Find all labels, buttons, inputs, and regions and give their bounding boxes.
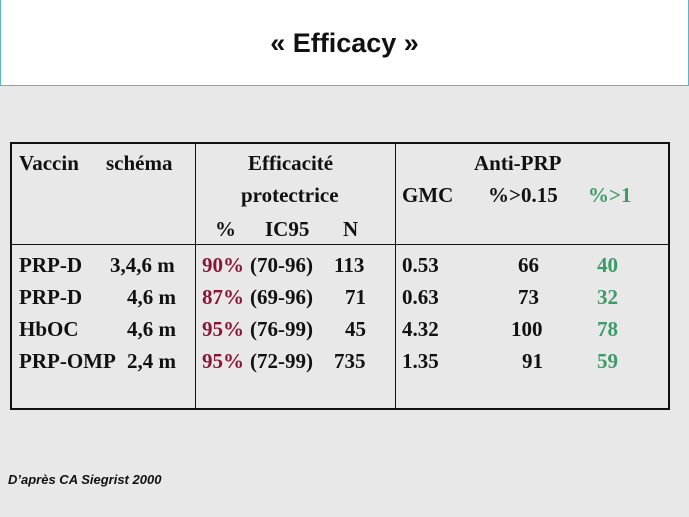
source-citation: D’après CA Siegrist 2000: [8, 472, 162, 487]
row-gmc: 4.32: [402, 317, 439, 341]
row-schedule: 4,6 m: [127, 285, 176, 309]
row-gmc: 0.63: [402, 285, 439, 309]
row-schedule: 3,4,6 m: [110, 253, 175, 277]
header-pct: %: [215, 217, 236, 241]
header-pct-015: %>0.15: [488, 183, 558, 207]
row-ci: (69-96): [250, 285, 313, 309]
row-vaccine: PRP-OMP: [19, 349, 116, 373]
row-ci: (72-99): [250, 349, 313, 373]
slide-title: « Efficacy »: [270, 28, 419, 58]
row-efficacy: 95%: [202, 317, 244, 341]
row-vaccine: PRP-D: [19, 253, 82, 277]
title-band: « Efficacy »: [0, 0, 689, 86]
row-schedule: 4,6 m: [127, 317, 176, 341]
header-anti-prp: Anti-PRP: [474, 151, 562, 175]
header-ic95: IC95: [265, 217, 310, 241]
header-divider: [12, 244, 668, 245]
row-n: 113: [334, 253, 365, 277]
header-pct-1: %>1: [588, 183, 632, 207]
row-gmc: 0.53: [402, 253, 439, 277]
row-n: 45: [345, 317, 366, 341]
row-pct1: 32: [597, 285, 618, 309]
row-gmc: 1.35: [402, 349, 439, 373]
row-pct1: 40: [597, 253, 618, 277]
row-pct015: 73: [518, 285, 539, 309]
row-vaccine: PRP-D: [19, 285, 82, 309]
row-schedule: 2,4 m: [127, 349, 176, 373]
header-schema: schéma: [106, 151, 173, 175]
row-ci: (70-96): [250, 253, 313, 277]
header-vaccin: Vaccin: [19, 151, 79, 175]
row-pct1: 59: [597, 349, 618, 373]
row-efficacy: 90%: [202, 253, 244, 277]
row-efficacy: 87%: [202, 285, 244, 309]
row-pct015: 91: [522, 349, 543, 373]
column-divider: [395, 144, 396, 408]
row-ci: (76-99): [250, 317, 313, 341]
row-efficacy: 95%: [202, 349, 244, 373]
efficacy-table: Vaccin schéma Efficacité protectrice % I…: [10, 142, 670, 410]
row-vaccine: HbOC: [19, 317, 79, 341]
row-pct015: 66: [518, 253, 539, 277]
row-pct1: 78: [597, 317, 618, 341]
row-n: 735: [334, 349, 366, 373]
header-gmc: GMC: [402, 183, 454, 207]
row-n: 71: [345, 285, 366, 309]
row-pct015: 100: [511, 317, 543, 341]
column-divider: [195, 144, 196, 408]
header-protectrice: protectrice: [241, 183, 339, 207]
header-efficacite: Efficacité: [248, 151, 334, 175]
header-n: N: [343, 217, 359, 241]
